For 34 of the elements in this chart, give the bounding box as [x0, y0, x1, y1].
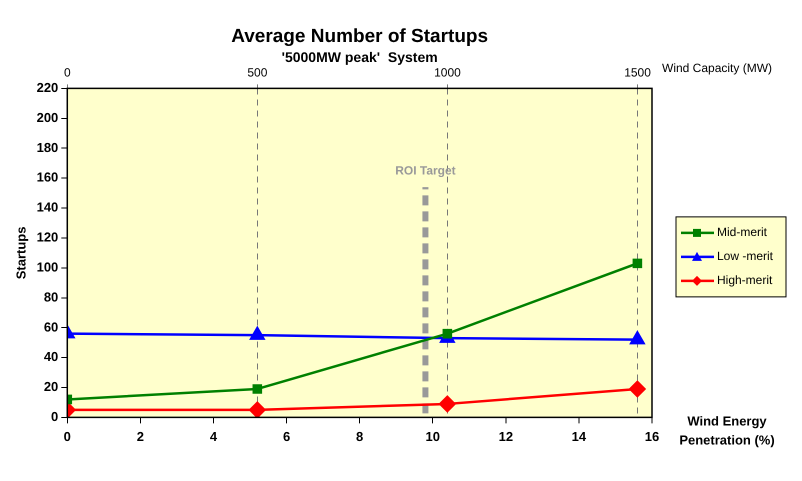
x-tick-label: 2 — [136, 428, 144, 444]
x-tick-label: 0 — [64, 428, 71, 444]
legend-label: High-merit — [717, 273, 774, 288]
x-tick-label: 14 — [572, 428, 587, 444]
x2-tick-label: 500 — [247, 66, 268, 80]
chart-title: Average Number of Startups — [231, 26, 488, 47]
x-tick-label: 16 — [644, 428, 660, 444]
x-tick-label: 4 — [210, 428, 218, 444]
y-tick-label: 0 — [51, 408, 58, 424]
legend-label: Low -merit — [717, 249, 774, 264]
legend-label: Mid-merit — [717, 225, 768, 240]
y-tick-label: 100 — [36, 259, 58, 274]
y-tick-label: 220 — [36, 80, 58, 95]
x2-tick-label: 1000 — [434, 66, 462, 80]
y-tick-label: 140 — [36, 200, 58, 215]
x2-axis-title: Wind Capacity (MW) — [662, 61, 772, 75]
y-tick-label: 40 — [44, 349, 58, 364]
y-tick-label: 160 — [36, 170, 58, 185]
y-tick-label: 20 — [44, 379, 58, 394]
y-tick-label: 80 — [44, 289, 58, 304]
y-tick-label: 180 — [36, 140, 58, 155]
x2-tick-label: 1500 — [624, 66, 652, 80]
x-tick-label: 6 — [282, 428, 290, 444]
x-axis-title: Wind Energy Penetration (%) — [679, 413, 775, 448]
x-tick-label: 12 — [498, 428, 514, 444]
y-tick-label: 200 — [36, 110, 58, 125]
x2-tick-label: 0 — [64, 66, 71, 80]
x-tick-label: 8 — [356, 428, 364, 444]
y-tick-label: 60 — [44, 319, 58, 334]
y-axis-title: Startups — [13, 226, 28, 280]
y-tick-label: 120 — [36, 230, 58, 245]
ref-line-label: ROI Target — [395, 163, 456, 178]
x-tick-label: 10 — [426, 428, 440, 444]
chart-subtitle: '5000MW peak' System — [282, 49, 438, 65]
